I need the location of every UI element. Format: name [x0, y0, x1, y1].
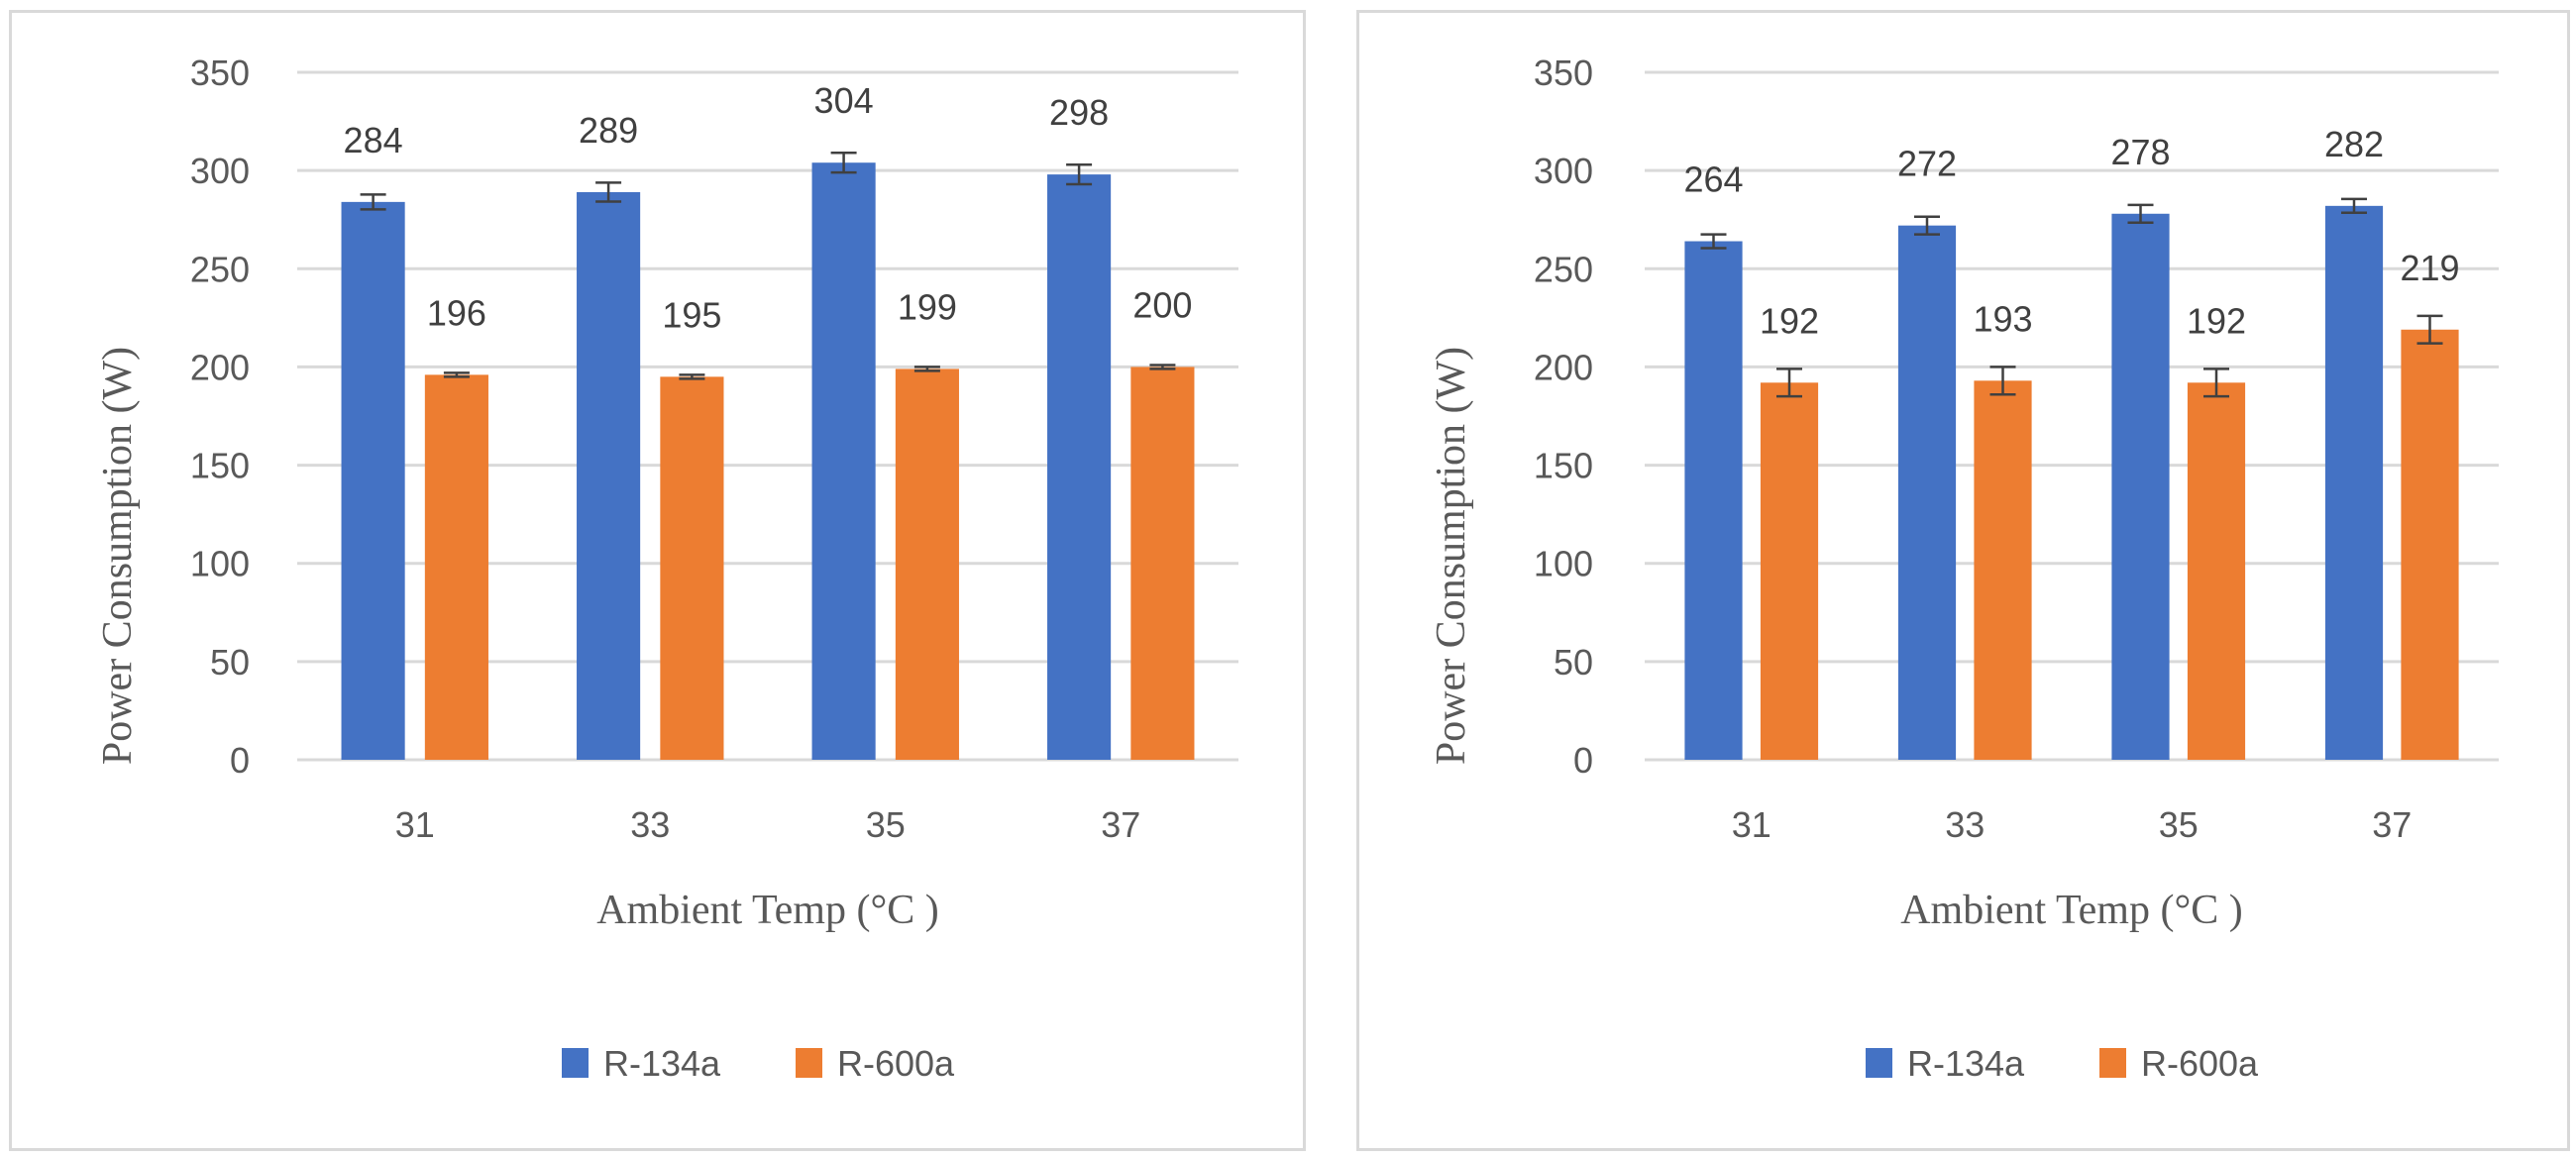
legend: R-134a R-600a: [562, 1043, 955, 1084]
data-label: 282: [2324, 124, 2384, 164]
x-tick-label: 33: [1945, 804, 1985, 845]
data-label: 192: [2187, 300, 2246, 341]
x-tick-label: 31: [395, 804, 435, 845]
y-tick-label: 150: [1534, 446, 1593, 486]
legend-label: R-600a: [837, 1043, 955, 1084]
bar-r-134a: [2324, 205, 2384, 760]
x-tick-label: 35: [866, 804, 906, 845]
bar-r-600a: [424, 374, 488, 760]
data-label: 196: [427, 292, 486, 333]
bar-r-134a: [811, 162, 876, 760]
x-tick-label: 37: [2372, 804, 2412, 845]
x-axis-title: Ambient Temp (°C ): [1900, 888, 2243, 933]
error-bar: [830, 152, 857, 174]
bar-r-600a: [1130, 367, 1195, 760]
y-tick-label: 0: [1573, 740, 1593, 781]
bar-r-600a: [2187, 382, 2246, 760]
legend-swatch: [2099, 1048, 2126, 1078]
error-bar: [360, 193, 386, 211]
bar-r-600a: [1760, 382, 1819, 760]
data-label: 289: [579, 110, 638, 151]
data-label: 195: [662, 294, 721, 335]
chart-panel-left: 0 50 100 150 200 250 300 350 31 284 196 33 289 195 35 3…: [9, 10, 1306, 1151]
legend-item-r-600a: R-600a: [796, 1043, 955, 1084]
y-tick-label: 0: [230, 740, 250, 781]
data-label: 219: [2400, 248, 2459, 288]
y-tick-label: 300: [190, 151, 250, 191]
data-label: 264: [1683, 159, 1743, 200]
data-label: 298: [1049, 92, 1109, 133]
legend-swatch: [796, 1048, 822, 1078]
error-bar: [1776, 368, 1803, 398]
bar-r-600a: [1974, 380, 2032, 760]
bar-r-600a: [895, 368, 959, 760]
legend-swatch: [1866, 1048, 1892, 1078]
y-tick-label: 350: [190, 53, 250, 93]
legend-item-r-134a: R-134a: [1866, 1043, 2025, 1084]
y-tick-label: 50: [1554, 642, 1593, 683]
bar-r-600a: [660, 376, 724, 760]
bar-r-134a: [341, 201, 405, 760]
data-label: 199: [898, 286, 957, 327]
error-bar: [443, 371, 470, 378]
error-bar: [2416, 314, 2443, 345]
legend-label: R-600a: [2141, 1043, 2259, 1084]
y-tick-label: 150: [190, 446, 250, 486]
data-label: 192: [1760, 300, 1819, 341]
error-bar: [2203, 368, 2230, 398]
error-bar: [1700, 233, 1727, 250]
error-bar: [595, 181, 622, 203]
error-bar: [1066, 162, 1093, 186]
error-bar: [1913, 215, 1940, 236]
legend-item-r-134a: R-134a: [562, 1043, 721, 1084]
legend: R-134a R-600a: [1866, 1043, 2259, 1084]
y-tick-label: 300: [1534, 151, 1593, 191]
data-label: 284: [344, 120, 403, 160]
bar-r-600a: [2401, 329, 2459, 760]
y-tick-label: 200: [1534, 347, 1593, 387]
error-bar: [2127, 203, 2154, 224]
bar-r-134a: [1047, 174, 1112, 760]
legend-item-r-600a: R-600a: [2099, 1043, 2259, 1084]
x-axis-title: Ambient Temp (°C ): [596, 888, 939, 933]
legend-label: R-134a: [603, 1043, 721, 1084]
bar-r-134a: [2111, 213, 2170, 760]
legend-label: R-134a: [1907, 1043, 2025, 1084]
chart-left: 0 50 100 150 200 250 300 350 31 284 196 33 289 195 35 3…: [95, 53, 1238, 1084]
x-tick-label: 37: [1101, 804, 1140, 845]
bar-r-134a: [1684, 241, 1743, 761]
data-label: 278: [2110, 132, 2170, 172]
data-label: 200: [1132, 284, 1192, 325]
chart-right: 0 50 100 150 200 250 300 350 31 264 192 33 272 193 35 2…: [1429, 53, 2499, 1084]
data-label: 304: [814, 80, 874, 121]
bar-r-134a: [577, 191, 641, 760]
x-tick-label: 33: [630, 804, 670, 845]
error-bar: [679, 373, 705, 380]
x-tick-label: 35: [2159, 804, 2199, 845]
y-tick-label: 250: [1534, 249, 1593, 289]
bar-r-134a: [1897, 225, 1957, 761]
data-label: 193: [1973, 298, 2032, 339]
y-tick-label: 100: [1534, 544, 1593, 584]
legend-swatch: [562, 1048, 589, 1078]
y-tick-label: 350: [1534, 53, 1593, 93]
y-axis-title: Power Consumption (W): [1429, 347, 1474, 765]
chart-panel-right: 0 50 100 150 200 250 300 350 31 264 192 33 272 193 35 2…: [1356, 10, 2570, 1151]
data-label: 272: [1897, 144, 1957, 184]
error-bar: [913, 366, 940, 372]
x-tick-label: 31: [1732, 804, 1771, 845]
y-tick-label: 100: [190, 544, 250, 584]
error-bar: [1149, 364, 1176, 370]
y-tick-label: 50: [210, 642, 250, 683]
error-bar: [1989, 366, 2016, 396]
y-tick-label: 200: [190, 347, 250, 387]
y-tick-label: 250: [190, 249, 250, 289]
y-axis-title: Power Consumption (W): [95, 347, 141, 765]
error-bar: [2340, 197, 2367, 215]
